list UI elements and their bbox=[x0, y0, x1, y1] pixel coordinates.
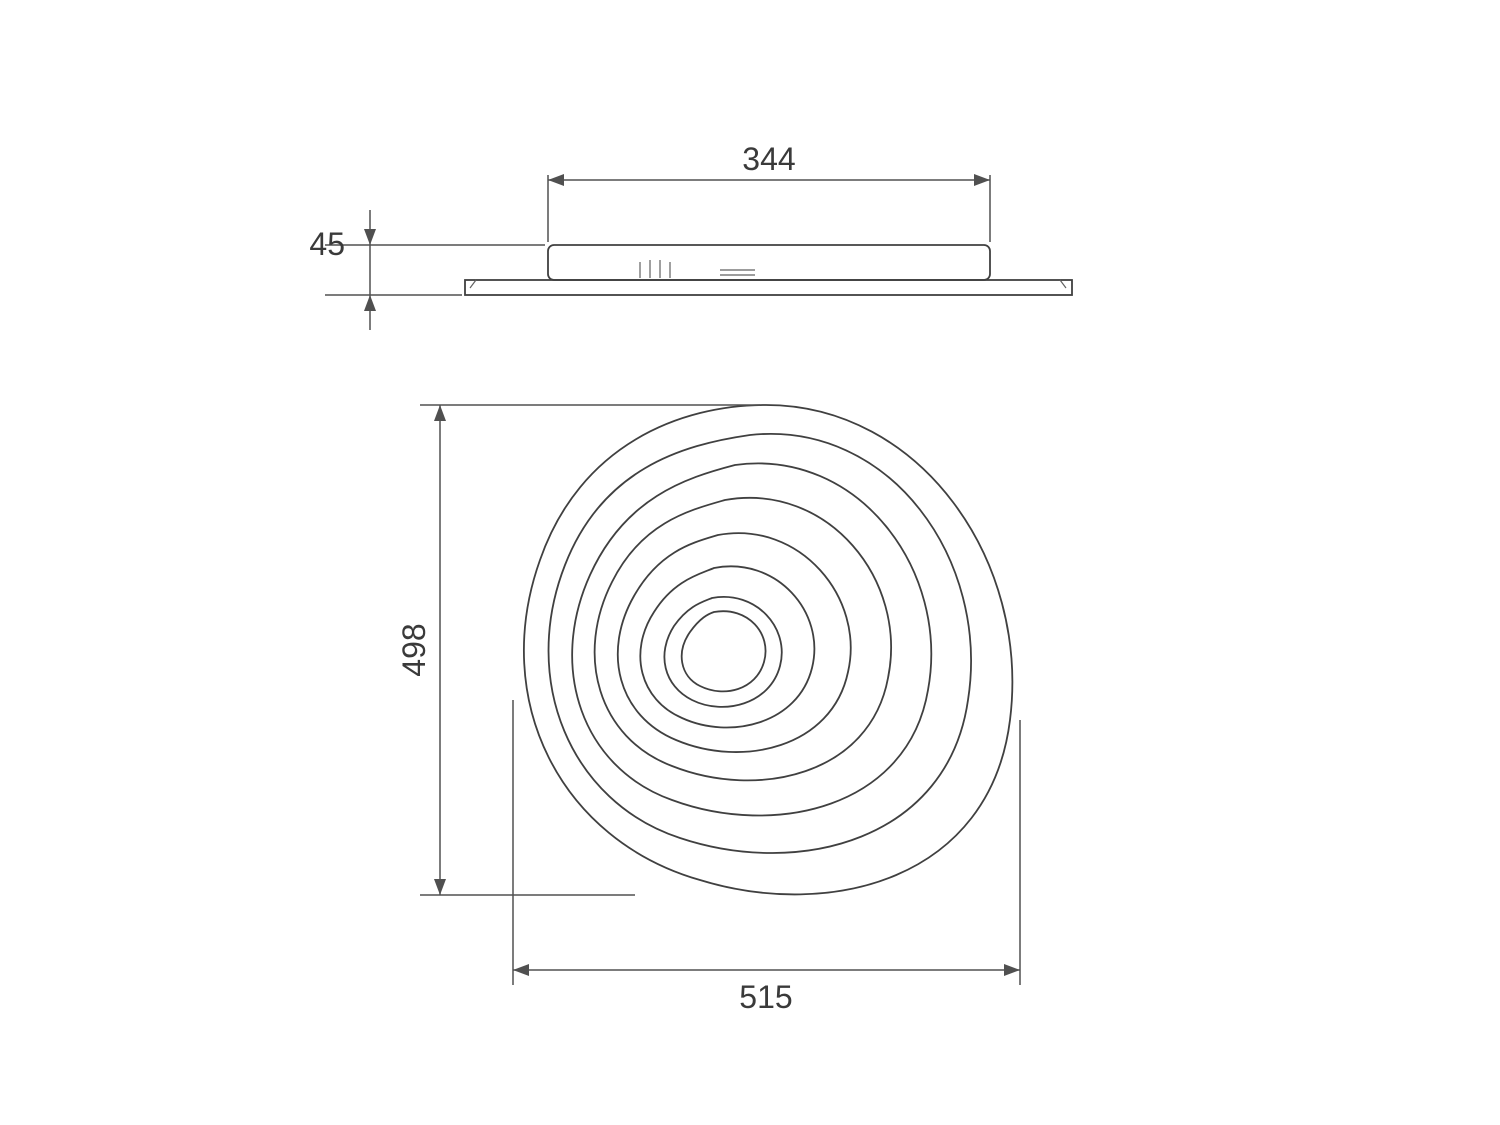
dim-515-label: 515 bbox=[739, 979, 792, 1015]
plate-outline bbox=[465, 280, 1072, 295]
dim-344-label: 344 bbox=[742, 141, 795, 177]
dim-498-label: 498 bbox=[396, 623, 432, 676]
layer-1 bbox=[524, 405, 1012, 894]
technical-drawing: 344 45 498 bbox=[0, 0, 1500, 1125]
plan-view bbox=[524, 405, 1012, 894]
layer-6 bbox=[640, 566, 814, 727]
housing-outline bbox=[548, 245, 990, 280]
dim-498-group: 498 bbox=[396, 405, 760, 895]
dim-45-group: 45 bbox=[309, 210, 545, 330]
layer-2 bbox=[549, 434, 972, 853]
dim-344-group: 344 bbox=[548, 141, 990, 242]
dim-45-label: 45 bbox=[309, 226, 345, 262]
dim-515-group: 515 bbox=[513, 700, 1020, 1015]
layer-3 bbox=[572, 463, 931, 815]
layer-4 bbox=[595, 498, 891, 781]
side-view bbox=[465, 245, 1072, 295]
